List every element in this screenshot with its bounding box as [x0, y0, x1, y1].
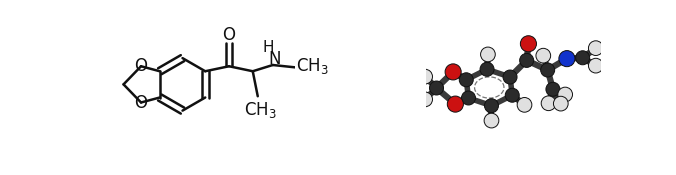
- Circle shape: [484, 113, 499, 128]
- Circle shape: [588, 58, 603, 73]
- Circle shape: [541, 96, 556, 111]
- Circle shape: [554, 96, 568, 111]
- Text: O: O: [135, 94, 147, 112]
- Circle shape: [521, 36, 537, 52]
- Circle shape: [558, 87, 573, 102]
- Circle shape: [536, 48, 551, 63]
- Text: H: H: [262, 40, 274, 55]
- Circle shape: [505, 88, 519, 102]
- Circle shape: [480, 62, 494, 76]
- Circle shape: [559, 51, 575, 67]
- Text: O: O: [222, 26, 235, 44]
- Circle shape: [462, 91, 475, 105]
- Circle shape: [418, 92, 433, 107]
- Text: CH$_3$: CH$_3$: [296, 56, 329, 76]
- Circle shape: [576, 51, 589, 65]
- Text: CH$_3$: CH$_3$: [245, 100, 277, 120]
- Circle shape: [588, 41, 603, 55]
- Circle shape: [520, 53, 533, 67]
- Circle shape: [541, 63, 555, 77]
- Circle shape: [503, 70, 517, 84]
- Circle shape: [459, 73, 473, 87]
- Circle shape: [448, 96, 464, 112]
- Circle shape: [546, 82, 560, 96]
- Text: O: O: [135, 57, 147, 75]
- Circle shape: [517, 97, 532, 112]
- Circle shape: [485, 99, 498, 113]
- Circle shape: [481, 47, 496, 62]
- Circle shape: [429, 81, 443, 95]
- Circle shape: [445, 64, 461, 80]
- Circle shape: [418, 69, 433, 84]
- Text: N: N: [268, 50, 281, 68]
